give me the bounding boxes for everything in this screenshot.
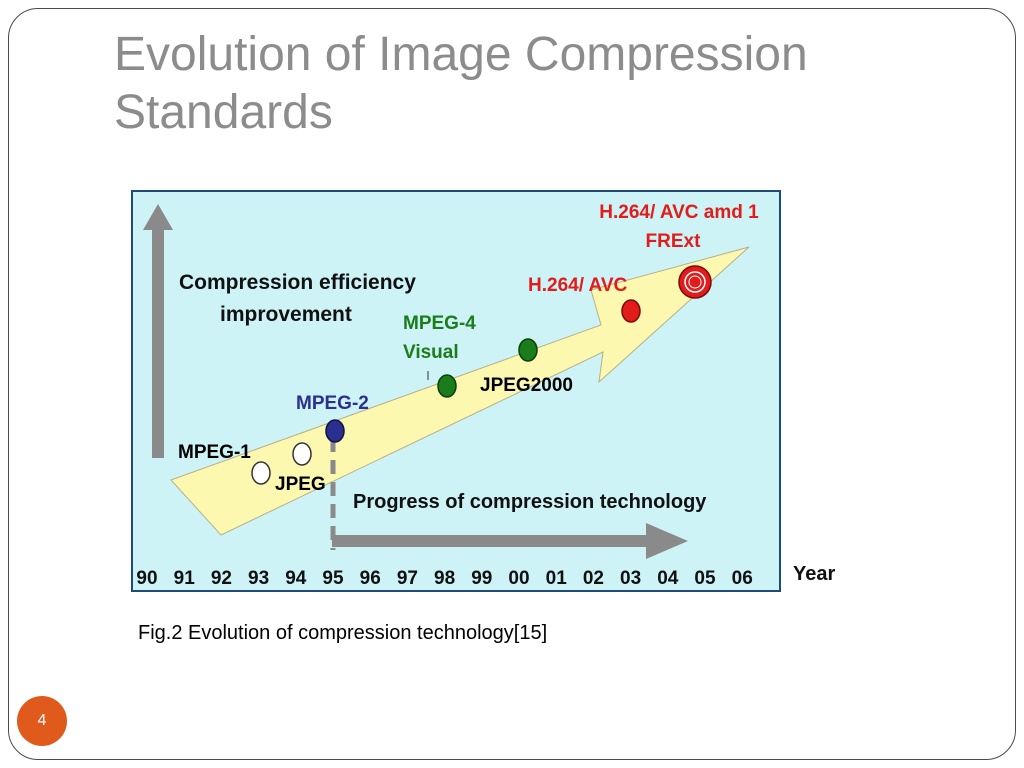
horizontal-progress-arrow [332, 523, 688, 559]
node-jpeg2000 [518, 338, 538, 362]
year-tick-94: 94 [285, 568, 307, 589]
year-tick-91: 91 [174, 568, 196, 589]
label-mpeg-2: MPEG-2 [296, 393, 369, 414]
page-number-badge: 4 [17, 696, 67, 746]
horizontal-axis-label: Progress of compression technology [353, 491, 707, 513]
big-progress-arrow [170, 246, 750, 536]
compression-evolution-diagram: Compression efficiency improvement Progr… [131, 190, 781, 592]
label-h264-frext-line-2: FRExt [646, 231, 702, 252]
year-tick-03: 03 [620, 568, 641, 589]
node-h264-frext [678, 265, 712, 299]
node-mpeg-2 [325, 419, 345, 443]
node-jpeg [292, 442, 312, 466]
year-tick-00: 00 [508, 568, 529, 589]
year-tick-01: 01 [546, 568, 568, 589]
year-tick-06: 06 [732, 568, 753, 589]
year-tick-90: 90 [136, 568, 157, 589]
vertical-axis-label-line-1: Compression efficiency [179, 271, 416, 294]
year-tick-95: 95 [322, 568, 344, 589]
year-tick-99: 99 [471, 568, 492, 589]
slide-title: Evolution of Image Compression Standards [114, 26, 934, 142]
year-axis-label: Year [793, 563, 836, 585]
label-mpeg-4-line-2: Visual [403, 342, 459, 363]
vertical-axis-label-line-2: improvement [220, 303, 352, 326]
year-tick-02: 02 [583, 568, 604, 589]
label-mpeg-4-line-1: MPEG-4 [403, 313, 476, 334]
label-h264-avc: H.264/ AVC [528, 275, 628, 296]
page-number: 4 [37, 712, 47, 729]
label-mpeg-1: MPEG-1 [178, 442, 251, 463]
year-tick-97: 97 [397, 568, 418, 589]
year-tick-98: 98 [434, 568, 455, 589]
year-tick-05: 05 [694, 568, 716, 589]
year-tick-96: 96 [360, 568, 381, 589]
year-tick-04: 04 [657, 568, 679, 589]
vertical-efficiency-arrow [143, 204, 173, 458]
figure-caption: Fig.2 Evolution of compression technolog… [138, 622, 548, 644]
year-tick-92: 92 [211, 568, 232, 589]
label-jpeg2000: JPEG2000 [480, 375, 573, 396]
slide-title-line-2: Standards [114, 86, 333, 139]
node-mpeg-4 [437, 374, 457, 398]
year-tick-93: 93 [248, 568, 269, 589]
node-h264-avc [621, 299, 641, 323]
label-h264-frext-line-1: H.264/ AVC amd 1 [599, 202, 759, 223]
label-jpeg: JPEG [275, 474, 326, 495]
slide-title-line-1: Evolution of Image Compression [114, 28, 808, 81]
year-tick-labels: 90 91 92 93 94 95 96 97 98 99 00 01 02 03 04 05 06 [136, 568, 752, 589]
node-mpeg-1 [251, 461, 271, 485]
